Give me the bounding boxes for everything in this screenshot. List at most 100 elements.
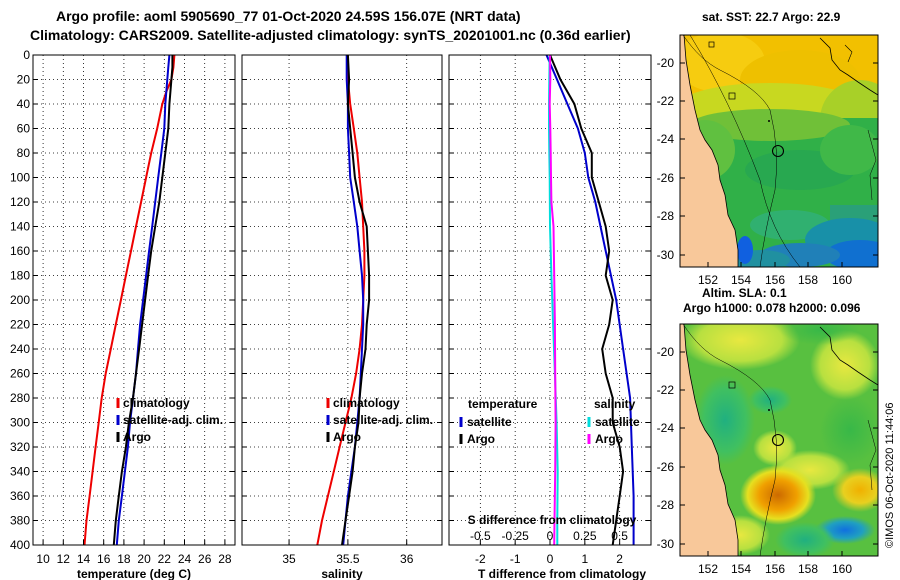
x-tick-label: 26 xyxy=(198,552,212,566)
y-tick-label: 300 xyxy=(10,416,30,430)
upper-x-tick-label: 0.5 xyxy=(611,529,628,543)
legend-label: satellite xyxy=(467,415,512,429)
plot-frame xyxy=(241,54,443,546)
legend-label: satellite-adj. clim. xyxy=(123,413,223,427)
y-tick-label: 340 xyxy=(10,465,30,479)
x-tick-label: 20 xyxy=(137,552,151,566)
temperature-panel: 0 20 40 60 80 100 120 140 160 180 200 220 240 260 280 3… xyxy=(10,48,236,580)
y-tick-label: 140 xyxy=(10,220,30,234)
map-x-tick-label: 156 xyxy=(765,273,785,287)
y-tick-label: 100 xyxy=(10,171,30,185)
y-tick-label: 60 xyxy=(17,122,31,136)
y-tick-label: 240 xyxy=(10,342,30,356)
legend-label: satellite xyxy=(595,415,640,429)
series-line-climatology xyxy=(83,54,176,546)
sla-map-image xyxy=(680,324,878,556)
y-tick-label: 360 xyxy=(10,489,30,503)
series-line-argo xyxy=(112,55,174,546)
y-tick-label: 120 xyxy=(10,195,30,209)
series-line-temperature-argo xyxy=(549,54,625,546)
y-tick-label: 0 xyxy=(23,48,30,62)
map-x-tick-label: 154 xyxy=(731,562,751,576)
x-tick-label: 22 xyxy=(158,552,172,566)
y-tick-label: 260 xyxy=(10,367,30,381)
salinity-panel: 35 35.5 36 salinity climatology satellite-adj… xyxy=(241,54,443,580)
header-line-2: Climatology: CARS2009. Satellite-adjuste… xyxy=(30,27,631,43)
x-tick-label: 16 xyxy=(97,552,111,566)
x-tick-label: 18 xyxy=(117,552,131,566)
x-tick-label: 0 xyxy=(547,552,554,566)
map-x-tick-label: 158 xyxy=(798,562,818,576)
map-y-tick-label: -26 xyxy=(657,171,675,185)
x-tick-label: -2 xyxy=(475,552,486,566)
series-line-climatology xyxy=(316,55,366,546)
y-tick-label: 180 xyxy=(10,269,30,283)
legend-label: climatology xyxy=(123,396,190,410)
x-tick-label: -1 xyxy=(510,552,521,566)
x-tick-label: 36 xyxy=(400,552,414,566)
upper-x-axis-label: S difference from climatology xyxy=(468,513,637,527)
sla-map-title-1: Altim. SLA: 0.1 xyxy=(702,286,787,300)
map-y-tick-label: -28 xyxy=(657,498,675,512)
y-tick-label: 160 xyxy=(10,244,30,258)
series-line-satellite-adj-clim- xyxy=(115,54,171,546)
y-tick-label: 20 xyxy=(17,73,31,87)
map-x-tick-label: 156 xyxy=(765,562,785,576)
x-tick-label: 35 xyxy=(282,552,296,566)
sla-map-title-2: Argo h1000: 0.078 h2000: 0.096 xyxy=(683,301,861,315)
y-tick-label: 40 xyxy=(17,97,31,111)
map-x-tick-label: 154 xyxy=(731,273,751,287)
x-tick-label: 10 xyxy=(36,552,50,566)
map-y-tick-label: -30 xyxy=(657,537,675,551)
map-y-tick-label: -30 xyxy=(657,248,675,262)
x-tick-label: 24 xyxy=(178,552,192,566)
legend-group-temperature: temperature xyxy=(468,397,538,411)
x-tick-label: 35.5 xyxy=(336,552,360,566)
series-line-temperature-satellite xyxy=(545,54,635,545)
sla-map-axes: 152 154 156 158 160 -20 -22 -24 -26 -28 -30 xyxy=(657,345,878,576)
series-line-salinity-argo xyxy=(548,54,557,546)
x-axis-label: T difference from climatology xyxy=(478,567,646,580)
x-tick-label: 28 xyxy=(218,552,232,566)
sst-map: sat. SST: 22.7 Argo: 22.9 xyxy=(657,10,879,287)
plot-frame xyxy=(32,54,236,546)
legend-label: Argo xyxy=(333,430,361,444)
map-y-tick-label: -20 xyxy=(657,345,675,359)
legend-label: Argo xyxy=(123,430,151,444)
legend-label: Argo xyxy=(595,432,623,446)
x-tick-label: 14 xyxy=(77,552,91,566)
map-x-tick-label: 158 xyxy=(798,273,818,287)
sst-map-axes: 152 154 156 158 160 -20 -22 -24 -26 -28 -30 xyxy=(657,56,878,287)
y-tick-label: 80 xyxy=(17,146,31,160)
legend-label: climatology xyxy=(333,396,400,410)
legend-group-salinity: salinity xyxy=(594,397,636,411)
y-tick-label: 200 xyxy=(10,293,30,307)
upper-x-tick-label: -0.25 xyxy=(501,529,529,543)
map-x-tick-label: 160 xyxy=(832,562,852,576)
upper-x-tick-label: 0 xyxy=(547,529,554,543)
map-y-tick-label: -26 xyxy=(657,460,675,474)
y-tick-label: 280 xyxy=(10,391,30,405)
sst-map-image xyxy=(680,35,878,267)
sla-map: Altim. SLA: 0.1 Argo h1000: 0.078 h2000:… xyxy=(657,286,879,576)
upper-x-tick-label: 0.25 xyxy=(573,529,597,543)
difference-panel: -2 -1 0 1 2T difference from climatology S di… xyxy=(448,54,652,580)
y-tick-label: 220 xyxy=(10,318,30,332)
x-axis-label: temperature (deg C) xyxy=(77,567,191,580)
map-y-tick-label: -22 xyxy=(657,94,675,108)
map-x-tick-label: 152 xyxy=(698,562,718,576)
map-y-tick-label: -22 xyxy=(657,383,675,397)
series-line-argo xyxy=(341,54,371,546)
map-y-tick-label: -24 xyxy=(657,132,675,146)
legend-label: Argo xyxy=(467,432,495,446)
map-x-tick-label: 160 xyxy=(832,273,852,287)
legend-label: satellite-adj. clim. xyxy=(333,413,433,427)
credit-text: ©IMOS 06-Oct-2020 11:44:06 xyxy=(884,403,896,548)
x-tick-label: 1 xyxy=(581,552,588,566)
map-y-tick-label: -24 xyxy=(657,421,675,435)
y-tick-label: 400 xyxy=(10,538,30,552)
y-tick-label: 320 xyxy=(10,440,30,454)
map-y-tick-label: -28 xyxy=(657,209,675,223)
